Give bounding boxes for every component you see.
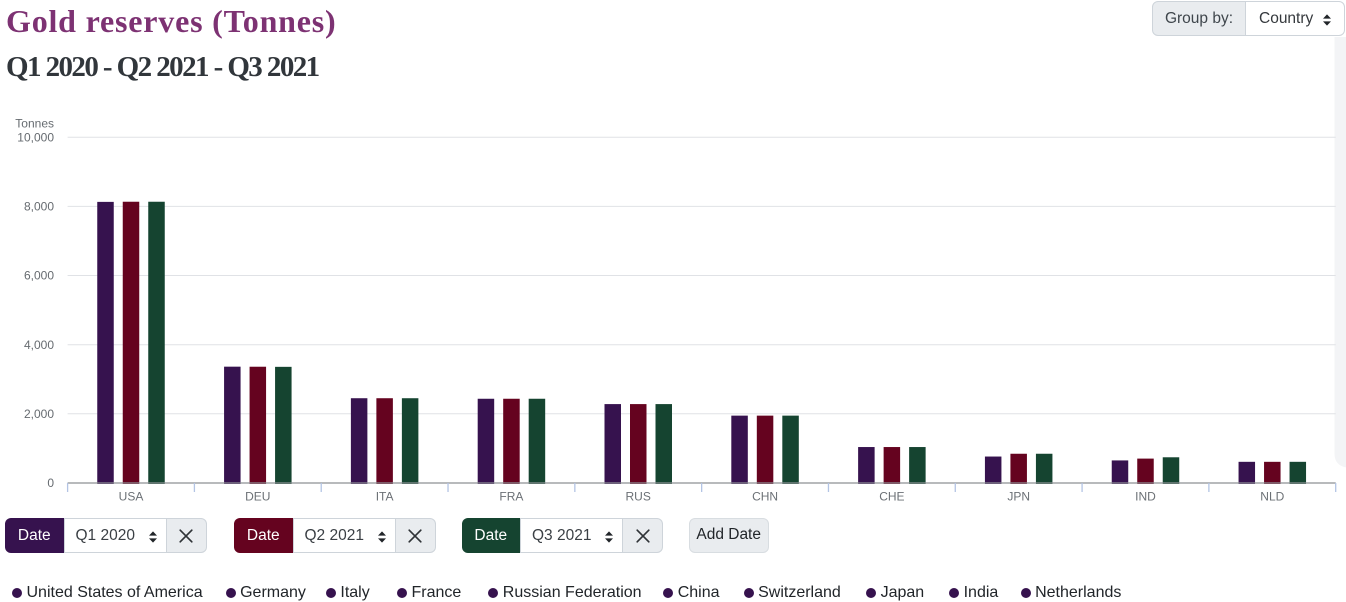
svg-text:6,000: 6,000 bbox=[24, 269, 54, 283]
svg-text:8,000: 8,000 bbox=[24, 200, 54, 214]
svg-text:2,000: 2,000 bbox=[24, 407, 54, 421]
svg-text:ITA: ITA bbox=[376, 490, 394, 504]
svg-text:4,000: 4,000 bbox=[24, 338, 54, 352]
svg-text:CHE: CHE bbox=[879, 490, 904, 504]
svg-text:10,000: 10,000 bbox=[17, 130, 54, 144]
svg-text:Tonnes: Tonnes bbox=[15, 116, 54, 130]
svg-text:0: 0 bbox=[47, 476, 54, 490]
svg-text:IND: IND bbox=[1135, 490, 1156, 504]
svg-text:NLD: NLD bbox=[1260, 490, 1284, 504]
svg-text:USA: USA bbox=[119, 490, 144, 504]
svg-text:RUS: RUS bbox=[626, 490, 651, 504]
svg-text:FRA: FRA bbox=[499, 490, 523, 504]
svg-text:JPN: JPN bbox=[1007, 490, 1030, 504]
svg-text:DEU: DEU bbox=[245, 490, 270, 504]
svg-text:CHN: CHN bbox=[752, 490, 778, 504]
